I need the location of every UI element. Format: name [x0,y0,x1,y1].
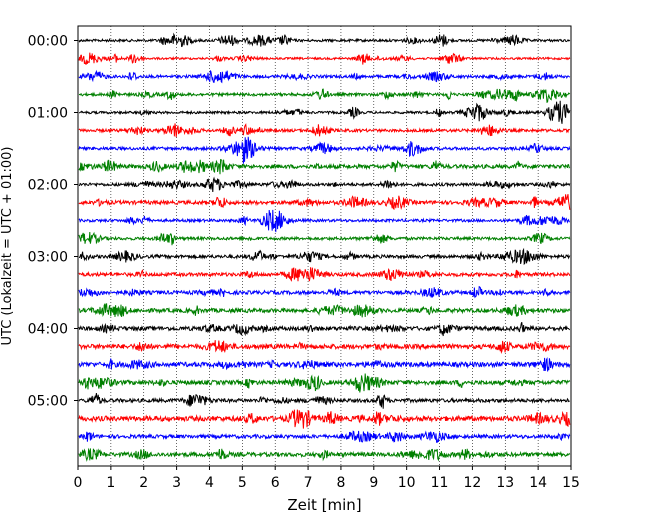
trace-0330 [78,285,571,299]
y-tick-label: 05:00 [28,394,68,410]
x-axis: 0 1 2 3 4 5 6 7 8 9 10 11 12 13 14 15 [74,466,580,491]
x-tick-label: 2 [139,475,148,491]
x-tick-label: 12 [463,475,481,491]
trace-0530 [78,430,571,443]
trace-0215 [78,193,571,211]
x-tick-label: 6 [271,475,280,491]
x-tick-label: 13 [496,475,514,491]
trace-0015 [78,52,571,65]
x-tick-label: 11 [431,475,449,491]
x-tick-label: 4 [205,475,214,491]
trace-0430 [78,356,571,372]
trace-0545 [78,447,571,462]
x-tick-label: 15 [562,475,580,491]
trace-0200 [78,176,571,193]
vertical-grid [110,26,539,466]
traces [78,32,571,462]
x-tick-label: 14 [529,475,547,491]
y-tick-label: 03:00 [28,250,68,266]
x-axis-label: Zeit [min] [287,496,361,514]
trace-0515 [78,409,571,429]
trace-0230 [78,209,570,233]
y-tick-label: 01:00 [28,106,68,122]
trace-0030 [78,69,571,84]
trace-0400 [78,321,571,337]
x-tick-label: 1 [106,475,115,491]
trace-0245 [78,231,571,246]
x-tick-label: 10 [398,475,416,491]
trace-0115 [78,123,571,138]
trace-0145 [78,158,571,175]
trace-0315 [78,267,571,282]
trace-0045 [78,88,571,103]
x-tick-label: 8 [336,475,345,491]
trace-0415 [78,340,571,354]
x-tick-label: 9 [369,475,378,491]
plot-frame [77,25,572,467]
trace-0000 [78,32,571,48]
x-tick-label: 5 [238,475,247,491]
x-tick-label: 7 [304,475,313,491]
plot-area [78,26,571,466]
trace-0100 [78,100,571,124]
trace-0130 [78,136,571,164]
y-tick-label: 04:00 [28,322,68,338]
x-tick-label: 3 [172,475,181,491]
x-tick-label: 0 [74,475,83,491]
y-tick-label: 02:00 [28,178,68,194]
y-axis: 00:00 01:00 02:00 03:00 04:00 05:00 [28,34,78,410]
y-axis-label: UTC (Lokalzeit = UTC + 01:00) [0,147,15,346]
trace-0300 [78,247,571,266]
trace-0445 [78,373,571,393]
trace-0500 [78,393,570,409]
y-tick-label: 00:00 [28,34,68,50]
trace-0345 [78,302,571,318]
